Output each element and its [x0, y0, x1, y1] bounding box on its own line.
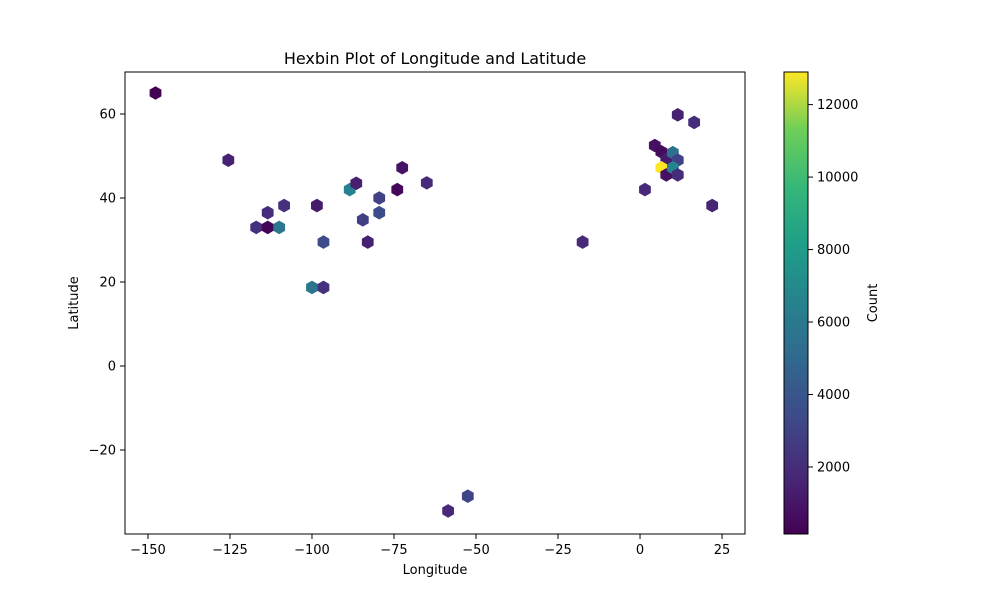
hexbin-cell — [261, 220, 274, 235]
hexbin-cell — [373, 191, 386, 205]
hexbin-cell — [278, 198, 290, 213]
hexbin-cell — [576, 235, 589, 249]
x-tick-label: −125 — [212, 543, 248, 558]
hexbin-cell — [442, 504, 455, 518]
colorbar-tick-label: 10000 — [817, 171, 858, 186]
x-tick-label: 0 — [636, 543, 644, 558]
hexbin-cell — [222, 153, 235, 167]
colorbar-ticks: 2000 4000 6000 8000 10000 12000 — [808, 98, 858, 475]
colorbar-tick-label: 6000 — [817, 316, 850, 331]
x-axis-ticks: −150 −125 −100 −75 −50 −25 0 25 — [130, 534, 730, 558]
y-axis-ticks: −20 0 20 40 60 — [89, 108, 125, 459]
x-tick-label: −50 — [462, 543, 489, 558]
hexbin-cell — [706, 198, 719, 213]
colorbar-tick-label: 2000 — [817, 460, 850, 475]
hexbin-cell — [396, 160, 409, 175]
hexbin-cell — [420, 176, 433, 190]
y-tick-label: 60 — [99, 108, 116, 123]
hexbin-cell — [373, 205, 386, 220]
colorbar-tick-label: 12000 — [817, 98, 858, 113]
chart-title: Hexbin Plot of Longitude and Latitude — [284, 49, 586, 68]
y-tick-label: 0 — [108, 360, 116, 375]
hexbin-cell — [317, 280, 330, 295]
colorbar — [783, 71, 809, 535]
hexbin-cell — [391, 182, 404, 197]
y-tick-label: −20 — [89, 444, 116, 459]
x-tick-label: −150 — [130, 543, 166, 558]
hexbin-cell — [639, 182, 651, 197]
hexbin-cells — [149, 86, 719, 518]
hexbin-cell — [250, 220, 263, 235]
colorbar-label: Count — [866, 284, 881, 323]
x-tick-label: −100 — [294, 543, 330, 558]
colorbar-tick-label: 8000 — [817, 243, 850, 258]
plot-frame — [124, 71, 746, 535]
x-axis-label: Longitude — [403, 563, 468, 578]
colorbar-tick-label: 4000 — [817, 388, 850, 403]
hexbin-cell — [317, 235, 330, 249]
hexbin-cell — [356, 213, 369, 227]
hexbin-cell — [149, 86, 162, 100]
x-tick-label: 25 — [714, 543, 731, 558]
x-tick-label: −75 — [380, 543, 407, 558]
hexbin-cell — [261, 205, 274, 220]
hexbin-cell — [461, 489, 474, 503]
y-tick-label: 40 — [99, 192, 116, 207]
hexbin-cell — [688, 115, 701, 130]
hexbin-cell — [311, 198, 323, 213]
hexbin-cell — [350, 176, 363, 191]
x-tick-label: −25 — [544, 543, 571, 558]
hexbin-cell — [273, 220, 286, 235]
hexbin-cell — [361, 235, 374, 249]
y-tick-label: 20 — [99, 276, 116, 291]
hexbin-cell — [671, 168, 684, 182]
y-axis-label: Latitude — [67, 276, 82, 330]
hexbin-cell — [306, 280, 318, 295]
hexbin-cell — [671, 108, 684, 122]
